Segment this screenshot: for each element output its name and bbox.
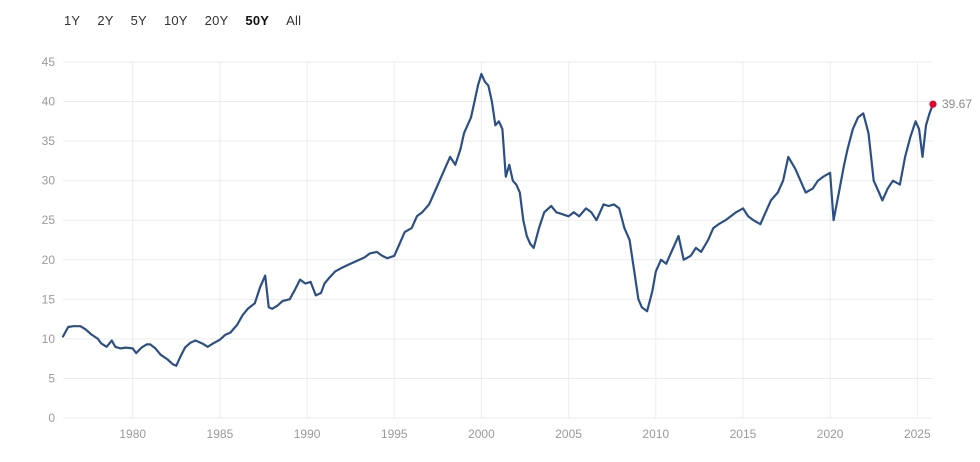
y-tick-label: 30 [42, 174, 56, 188]
y-axis: 0 5 10 15 20 25 30 35 40 45 [42, 55, 56, 425]
range-tab-5y[interactable]: 5Y [130, 13, 147, 28]
range-tab-all[interactable]: All [286, 13, 302, 28]
x-tick-label: 2010 [642, 427, 669, 441]
range-tab-2y[interactable]: 2Y [97, 13, 114, 28]
x-tick-label: 1990 [294, 427, 321, 441]
last-value-label: 39.67 [942, 97, 972, 111]
y-tick-label: 40 [42, 95, 56, 109]
range-tab-20y[interactable]: 20Y [204, 13, 229, 28]
range-tab-50y[interactable]: 50Y [245, 13, 270, 28]
x-tick-label: 1985 [207, 427, 234, 441]
y-tick-label: 5 [48, 371, 55, 385]
x-axis: 1980 1985 1990 1995 2000 2005 2010 2015 2020 2025 [119, 427, 931, 441]
last-point-marker [929, 100, 937, 108]
x-tick-label: 1980 [119, 427, 146, 441]
y-tick-label: 10 [42, 332, 56, 346]
x-tick-label: 1995 [381, 427, 408, 441]
range-tab-1y[interactable]: 1Y [64, 13, 81, 28]
x-tick-label: 2015 [730, 427, 757, 441]
y-tick-label: 0 [48, 411, 55, 425]
x-tick-label: 2000 [468, 427, 495, 441]
y-tick-label: 35 [42, 134, 56, 148]
range-selector: 1Y 2Y 5Y 10Y 20Y 50Y All [64, 13, 318, 28]
grid-layer [63, 61, 933, 419]
y-tick-label: 15 [42, 292, 56, 306]
range-tab-10y[interactable]: 10Y [163, 13, 188, 28]
series-line [61, 72, 935, 367]
x-tick-label: 2025 [904, 427, 931, 441]
y-tick-label: 20 [42, 253, 56, 267]
series-layer [61, 72, 935, 367]
y-tick-label: 25 [42, 213, 56, 227]
x-tick-label: 2005 [555, 427, 582, 441]
x-tick-label: 2020 [817, 427, 844, 441]
y-tick-label: 45 [42, 55, 56, 69]
marker-layer: 39.67 [929, 97, 972, 111]
